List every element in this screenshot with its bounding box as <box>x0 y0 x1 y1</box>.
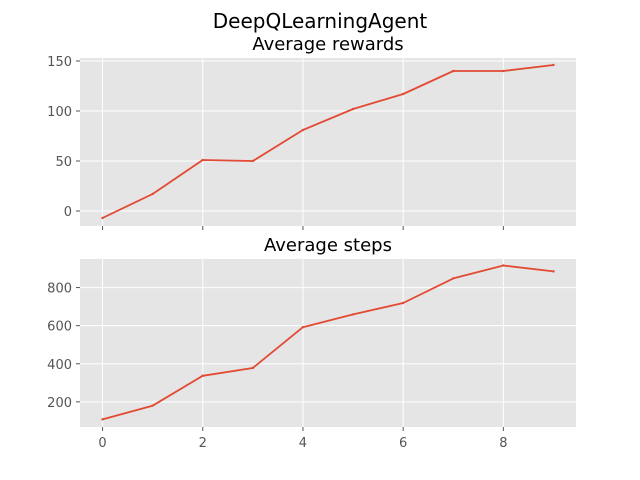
bottom-data-point <box>201 374 204 377</box>
bottom-x-tick-label: 2 <box>199 436 207 451</box>
bottom-y-tick-label: 400 <box>47 358 72 373</box>
top-data-point <box>452 69 455 73</box>
figure-suptitle: DeepQLearningAgent <box>213 9 428 33</box>
top-plot-background <box>80 58 576 226</box>
bottom-data-point <box>552 270 555 273</box>
top-y-tick-label: 150 <box>47 55 72 70</box>
top-series-line <box>102 64 554 219</box>
bottom-data-point <box>101 418 104 421</box>
bottom-y-tick-label: 800 <box>47 282 72 297</box>
top-data-point <box>201 158 204 162</box>
top-data-point <box>251 159 255 163</box>
top-data-point <box>351 107 355 111</box>
top-data-point <box>502 69 505 73</box>
bottom-data-point <box>151 404 154 407</box>
bottom-data-point <box>351 313 355 316</box>
top-y-tick-label: 50 <box>55 155 72 170</box>
bottom-y-tick-label: 600 <box>47 320 72 335</box>
bottom-x-tick-label: 6 <box>399 436 407 451</box>
top-chart-title: Average rewards <box>252 34 403 55</box>
bottom-x-tick-label: 8 <box>499 436 507 451</box>
bottom-data-point <box>251 366 255 370</box>
bottom-data-point <box>502 264 505 267</box>
top-data-point <box>401 92 405 96</box>
top-y-tick-label: 100 <box>47 105 72 120</box>
bottom-data-point <box>452 277 455 280</box>
top-data-point <box>552 63 555 67</box>
bottom-x-tick-label: 0 <box>98 436 106 451</box>
top-data-point <box>151 192 154 196</box>
bottom-data-point <box>401 301 405 305</box>
bottom-data-point <box>301 325 305 329</box>
bottom-series-line <box>102 264 554 421</box>
top-data-point <box>101 216 104 220</box>
bottom-x-tick-label: 4 <box>299 436 307 451</box>
top-y-tick-label: 0 <box>64 205 72 220</box>
bottom-y-tick-label: 200 <box>47 396 72 411</box>
top-data-point <box>301 128 305 132</box>
bottom-chart-title: Average steps <box>264 235 392 256</box>
